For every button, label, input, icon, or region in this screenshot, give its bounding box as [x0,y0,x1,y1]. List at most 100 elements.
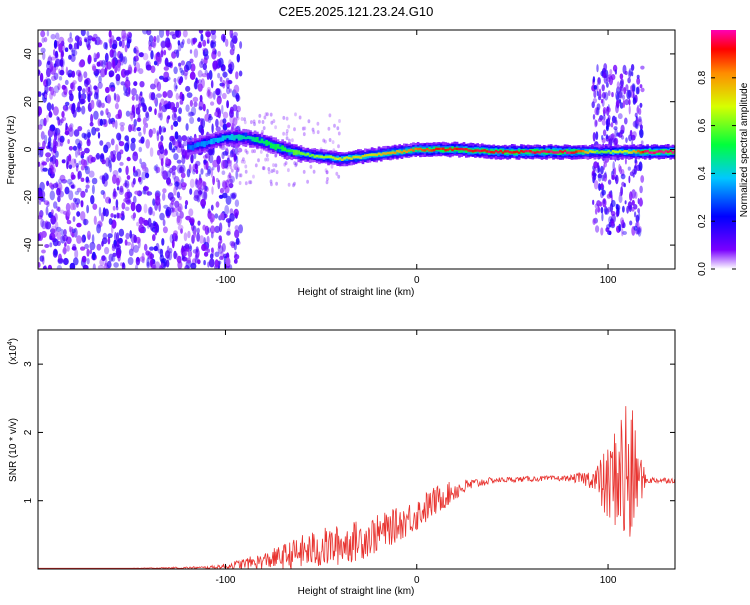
spectrogram-noise-blob [68,146,73,151]
spectrogram-ridge-cell [396,150,399,155]
spectrogram-ridge-cell [568,151,571,154]
spectrogram-noise-blob [264,157,267,162]
spectrogram-ridge-cell [469,149,473,152]
spectrogram-ridge-cell [588,150,592,153]
spectrogram-noise-blob [235,92,240,102]
spectrogram-noise-blob [230,193,236,200]
spectrogram-noise-blob [86,204,89,214]
spectrogram-ridge-cell [510,151,514,154]
spectrogram-x-ticks: -100 0 100 [215,30,617,286]
spectrogram-noise-blob [92,203,98,210]
spectrogram-noise-blob [128,124,132,133]
spectrogram-noise-blob [226,159,232,164]
spectrogram-noise-blob [229,174,232,179]
spectrogram-noise-blob [105,174,110,180]
spectrogram-noise-blob [107,236,111,245]
spectrogram-noise-blob [69,181,75,188]
spectrogram-noise-blob [96,223,101,234]
spectrogram-noise-blob [143,185,148,195]
spectrogram-noise-blob [76,222,82,228]
spectrogram-noise-blob [121,39,125,49]
spectrogram-burst-blob [630,64,635,71]
spectrogram-burst-blob [614,116,618,124]
spectrogram-noise-blob [225,195,232,205]
spectrogram-noise-blob [97,132,101,139]
spectrogram-noise-blob [55,32,60,40]
spectrogram-noise-blob [89,241,96,251]
spectrogram-noise-blob [105,61,109,72]
spectrogram-noise-blob [166,177,171,185]
spectrogram-noise-blob [120,81,126,86]
spectrogram-ridge-cell [462,148,466,151]
spectrogram-burst-blob [618,163,621,172]
spectrogram-ridge-cell [409,148,413,151]
spectrogram-noise-blob [167,115,171,120]
spectrogram-noise-blob [182,251,188,257]
spectrogram-noise-blob [134,190,140,195]
spectrogram-noise-blob [130,201,136,212]
spectrogram-ridge-cell [616,150,620,154]
spectrogram-noise-blob [58,36,65,45]
spectrogram-burst-blob [605,118,609,126]
spectrogram-noise-blob [158,125,162,135]
spectrogram-ridge-cell [377,152,381,155]
spectrogram-burst-blob [627,166,631,171]
spectrogram-noise-blob [130,141,136,152]
spectrogram-noise-blob [187,230,191,239]
spectrogram-ridge-cell [285,149,289,153]
spectrogram-noise-blob [125,110,131,117]
spectrogram-ridge-cell [380,153,383,156]
spectrogram-noise-blob [275,170,279,175]
spectrogram-noise-blob [221,92,227,100]
spectrogram-ridge-cell [474,149,477,152]
spectrogram-noise-blob [327,126,331,131]
spectrogram-noise-blob [222,181,228,190]
spectrogram-burst-blob [619,91,624,99]
spectrogram-noise-blob [186,168,191,178]
spectrogram-ridge-cell [639,151,642,154]
spectrogram-noise-blob [214,259,219,268]
spectrogram-noise-blob [68,154,72,162]
spectrogram-noise-blob [61,111,65,118]
spectrogram-ridge-cell [586,151,590,154]
spectrogram-ridge-cell [653,151,656,154]
spectrogram-noise-blob [51,103,54,111]
spectrogram-noise-blob [184,72,188,80]
spectrogram-noise-blob [239,41,243,49]
spectrogram-noise-blob [69,32,72,39]
spectrogram-noise-blob [166,89,173,99]
spectrogram-noise-blob [130,214,135,219]
spectrogram-noise-blob [56,187,61,196]
spectrogram-image [38,30,675,269]
spectrogram-noise-blob [309,164,313,169]
spectrogram-noise-blob [225,147,229,152]
spectrogram-noise-blob [57,195,61,203]
spectrogram-noise-blob [184,204,188,210]
spectrogram-burst-blob [629,220,633,226]
spectrogram-noise-blob [72,216,76,222]
spectrogram-noise-blob [85,84,89,94]
spectrogram-noise-blob [203,159,208,164]
spectrogram-noise-blob [189,71,196,81]
spectrogram-burst-blob [631,83,636,92]
spectrogram-ridge-cell [669,149,672,153]
spectrogram-noise-blob [178,107,183,115]
spectrogram-ridge-cell [453,147,457,150]
spectrogram-noise-blob [40,218,45,228]
spectrogram-burst-blob [597,206,601,213]
spectrogram-noise-blob [163,71,170,79]
spectrogram-noise-blob [171,200,175,206]
spectrogram-noise-blob [204,113,210,122]
spectrogram-burst-blob [610,211,616,216]
colorbar-tick-label: 0.0 [697,262,708,276]
spectrogram-burst-blob [609,69,613,76]
spectrogram-ridge-cell [657,150,661,153]
spectrogram-noise-blob [337,144,340,149]
spectrogram-ridge-cell [423,149,427,152]
spectrogram-noise-blob [155,195,161,206]
spectrogram-noise-blob [148,106,153,112]
spectrogram-noise-blob [104,246,110,255]
spectrogram-ridge-cell [481,149,484,152]
spectrogram-noise-blob [161,165,164,175]
spectrogram-noise-blob [126,156,131,162]
